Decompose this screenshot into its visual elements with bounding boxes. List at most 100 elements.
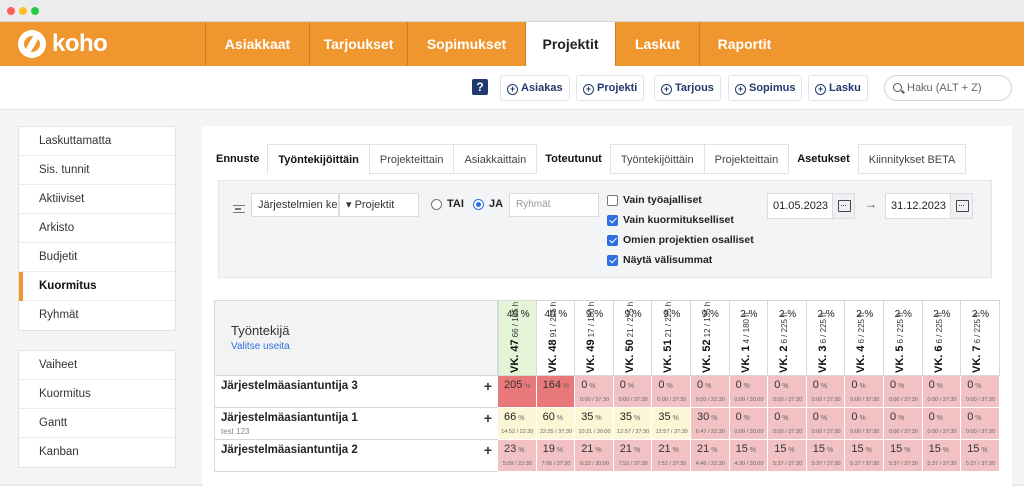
- employee-row[interactable]: Järjestelmäasiantuntija 1 test 123 +: [214, 408, 498, 440]
- close-window-icon[interactable]: [7, 7, 15, 15]
- load-cell[interactable]: 0 % 0:00 / 37:30: [806, 408, 846, 440]
- tab-ennuste-asiakkaittain[interactable]: Asiakkaittain: [453, 144, 538, 174]
- load-cell[interactable]: 0 % 0:00 / 30:00: [729, 376, 769, 408]
- add-lasku-button[interactable]: + Lasku: [808, 75, 868, 101]
- load-cell[interactable]: 0 % 0:00 / 37:30: [768, 376, 807, 408]
- load-cell[interactable]: 30 % 6:47 / 22:30: [691, 408, 730, 440]
- or-radio[interactable]: [431, 199, 442, 210]
- load-cell[interactable]: 0 % 0:00 / 37:30: [768, 408, 807, 440]
- add-tarjous-button[interactable]: + Tarjous: [654, 75, 721, 101]
- add-projekti-button[interactable]: + Projekti: [576, 75, 645, 101]
- report-tabs: Ennuste Työntekijöittäin Projekteittain Asi…: [214, 144, 967, 174]
- load-cell[interactable]: 60 % 22:25 / 37:30: [536, 408, 576, 440]
- add-row-icon[interactable]: +: [483, 378, 492, 394]
- load-cell[interactable]: 15 % 5:37 / 37:30: [806, 440, 846, 472]
- load-cell[interactable]: 15 % 5:37 / 37:30: [922, 440, 962, 472]
- and-radio[interactable]: [473, 199, 484, 210]
- load-cell[interactable]: 0 % 0:00 / 37:30: [961, 408, 1000, 440]
- load-cell[interactable]: 205 %: [498, 376, 537, 408]
- load-cell[interactable]: 15 % 4:30 / 30:00: [729, 440, 769, 472]
- load-cell[interactable]: 164 %: [536, 376, 576, 408]
- week-header: 2 % VK. 36 / 225 h: [806, 300, 846, 376]
- add-asiakas-button[interactable]: + Asiakas: [500, 75, 570, 101]
- nav-tab-raportit[interactable]: Raportit: [699, 22, 789, 66]
- load-cell[interactable]: 21 % 7:52 / 37:30: [652, 440, 691, 472]
- load-cell[interactable]: 0 % 0:00 / 37:30: [806, 376, 846, 408]
- load-cell[interactable]: 0 % 0:00 / 37:30: [652, 376, 691, 408]
- add-row-icon[interactable]: +: [483, 410, 492, 426]
- load-cell[interactable]: 15 % 5:37 / 37:30: [884, 440, 923, 472]
- load-cell[interactable]: 35 % 12:57 / 37:30: [652, 408, 691, 440]
- sidebar-item-laskuttamatta[interactable]: Laskuttamatta: [19, 127, 175, 156]
- load-cell[interactable]: 0 % 0:00 / 37:30: [884, 408, 923, 440]
- nav-tab-tarjoukset[interactable]: Tarjoukset: [309, 22, 407, 66]
- percent-sign: %: [670, 447, 679, 454]
- tab-toteutunut-projekteittain[interactable]: Projekteittain: [703, 144, 790, 174]
- load-cell[interactable]: 0 % 0:00 / 37:30: [845, 376, 884, 408]
- load-cell[interactable]: 0 % 0:00 / 37:30: [884, 376, 923, 408]
- load-cell[interactable]: 0 % 0:00 / 37:30: [845, 408, 884, 440]
- help-icon[interactable]: ?: [472, 79, 488, 95]
- minimize-window-icon[interactable]: [19, 7, 27, 15]
- load-cell[interactable]: 0 % 0:00 / 22:30: [691, 376, 730, 408]
- nav-tab-laskut[interactable]: Laskut: [615, 22, 699, 66]
- project-select[interactable]: ▾ Projektit: [339, 193, 419, 217]
- nav-tab-sopimukset[interactable]: Sopimukset: [407, 22, 525, 66]
- sidebar-item-kuormitus[interactable]: Kuormitus: [19, 272, 175, 301]
- sidebar-item-kuormitus[interactable]: Kuormitus: [19, 380, 175, 409]
- load-cell[interactable]: 15 % 5:37 / 37:30: [961, 440, 1000, 472]
- load-cell[interactable]: 21 % 6:33 / 30:00: [575, 440, 614, 472]
- load-cell[interactable]: 15 % 5:37 / 37:30: [768, 440, 807, 472]
- sidebar-item-kanban[interactable]: Kanban: [39, 446, 79, 458]
- load-cell[interactable]: 66 % 14:52 / 22:30: [498, 408, 537, 440]
- sidebar-item-vaiheet[interactable]: Vaiheet: [19, 351, 175, 380]
- tab-ennuste-projekteittain[interactable]: Projekteittain: [368, 144, 454, 174]
- week-label: VK. 46 / 225 h: [851, 312, 869, 373]
- load-cell[interactable]: 35 % 10:21 / 30:00: [575, 408, 614, 440]
- checkbox-2[interactable]: [607, 215, 618, 226]
- load-value: 0 %: [619, 379, 635, 391]
- plus-circle-icon: +: [815, 84, 826, 95]
- nav-tab-asiakkaat[interactable]: Asiakkaat: [205, 22, 309, 66]
- tab-ennuste-työntekijöittäin[interactable]: Työntekijöittäin: [267, 144, 369, 174]
- load-cell[interactable]: 23 % 5:09 / 22:30: [498, 440, 537, 472]
- search-input[interactable]: Haku (ALT + Z): [884, 75, 1012, 101]
- load-cell[interactable]: 21 % 4:46 / 22:30: [691, 440, 730, 472]
- tab-toteutunut-työntekijöittäin[interactable]: Työntekijöittäin: [609, 144, 704, 174]
- sort-icon[interactable]: [233, 205, 245, 213]
- calendar-icon[interactable]: [950, 194, 972, 218]
- checkbox-4[interactable]: [607, 255, 618, 266]
- checkbox-3[interactable]: [607, 235, 618, 246]
- asetukset-tab[interactable]: Asetukset: [789, 144, 858, 174]
- load-cell[interactable]: 21 % 7:52 / 37:30: [613, 440, 653, 472]
- select-many-link[interactable]: Valitse useita: [231, 341, 290, 352]
- add-sopimus-button[interactable]: + Sopimus: [728, 75, 803, 101]
- maximize-window-icon[interactable]: [31, 7, 39, 15]
- load-cell[interactable]: 0 % 0:00 / 37:30: [922, 408, 962, 440]
- sort-select[interactable]: Järjestelmien ke: [251, 193, 339, 217]
- sidebar-item-ryhmät[interactable]: Ryhmät: [39, 309, 79, 321]
- koho-logo[interactable]: koho: [18, 30, 108, 58]
- week-header: 2 % VK. 46 / 225 h: [845, 300, 884, 376]
- employee-row[interactable]: Järjestelmäasiantuntija 3 +: [214, 376, 498, 408]
- sidebar-item-sis-tunnit[interactable]: Sis. tunnit: [19, 156, 175, 185]
- nav-tab-projektit[interactable]: Projektit: [525, 22, 615, 66]
- checkbox-1[interactable]: [607, 195, 618, 206]
- load-cell[interactable]: 0 % 0:00 / 37:30: [922, 376, 962, 408]
- sidebar-item-arkisto[interactable]: Arkisto: [19, 214, 175, 243]
- calendar-icon[interactable]: [832, 194, 854, 218]
- groups-input[interactable]: Ryhmät: [509, 193, 599, 217]
- sidebar-item-budjetit[interactable]: Budjetit: [19, 243, 175, 272]
- load-cell[interactable]: 0 % 0:00 / 37:30: [613, 376, 653, 408]
- load-cell[interactable]: 0 % 0:00 / 37:30: [575, 376, 614, 408]
- load-cell[interactable]: 0 % 0:00 / 37:30: [961, 376, 1000, 408]
- load-cell[interactable]: 19 % 7:06 / 37:30: [536, 440, 576, 472]
- sidebar-item-aktiiviset[interactable]: Aktiiviset: [19, 185, 175, 214]
- tab-kiinnitykset[interactable]: Kiinnitykset BETA: [857, 144, 967, 174]
- load-cell[interactable]: 0 % 0:00 / 30:00: [729, 408, 769, 440]
- add-row-icon[interactable]: +: [483, 442, 492, 458]
- sidebar-item-gantt[interactable]: Gantt: [19, 409, 175, 438]
- load-cell[interactable]: 15 % 5:37 / 37:30: [845, 440, 884, 472]
- load-cell[interactable]: 35 % 12:57 / 37:30: [613, 408, 653, 440]
- employee-row[interactable]: Järjestelmäasiantuntija 2 +: [214, 440, 498, 472]
